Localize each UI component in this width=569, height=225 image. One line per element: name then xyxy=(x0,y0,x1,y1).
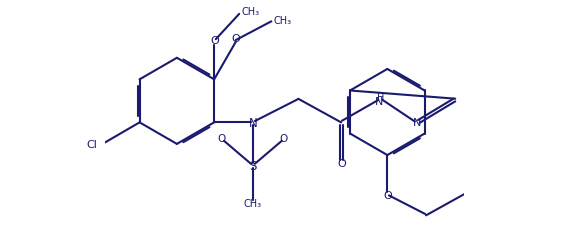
Text: N: N xyxy=(375,97,384,107)
Text: O: O xyxy=(280,133,288,143)
Text: Cl: Cl xyxy=(86,139,97,149)
Text: O: O xyxy=(218,133,226,143)
Text: CH₃: CH₃ xyxy=(274,16,292,26)
Text: O: O xyxy=(337,159,347,169)
Text: S: S xyxy=(249,159,257,172)
Text: O: O xyxy=(383,190,391,200)
Text: N: N xyxy=(249,116,257,129)
Text: CH₃: CH₃ xyxy=(242,7,259,17)
Text: N: N xyxy=(413,118,422,128)
Text: O: O xyxy=(211,36,219,46)
Text: O: O xyxy=(232,34,240,44)
Text: H: H xyxy=(377,92,385,102)
Text: CH₃: CH₃ xyxy=(244,198,262,208)
